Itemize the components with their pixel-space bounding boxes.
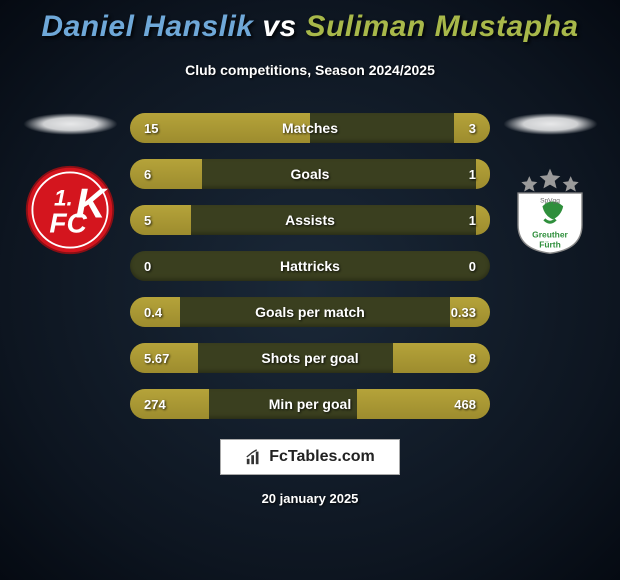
svg-text:K: K [76,181,109,227]
player1-club-logo: 1. FC K [23,163,117,257]
stat-label: Min per goal [130,396,490,412]
player2-silhouette [503,113,598,135]
stat-row: 00Hattricks [130,251,490,281]
main-content: 1. FC K 153Matches 61Goals 51Assists 00Hatt… [0,113,620,419]
brand-chart-icon [245,448,263,466]
stat-label: Hattricks [130,258,490,274]
player2-club-logo: Greuther Fürth SpVgg [503,163,597,257]
subtitle: Club competitions, Season 2024/2025 [0,62,620,78]
stat-row: 153Matches [130,113,490,143]
footer: FcTables.com 20 january 2025 [0,439,620,506]
stat-label: Shots per goal [130,350,490,366]
stat-label: Assists [130,212,490,228]
date-text: 20 january 2025 [262,491,359,506]
stat-label: Goals per match [130,304,490,320]
brand-box: FcTables.com [220,439,400,475]
brand-text: FcTables.com [269,448,375,466]
stat-bars: 153Matches 61Goals 51Assists 00Hattricks 0.4… [130,113,490,419]
comparison-title: Daniel Hanslik vs Suliman Mustapha [0,0,620,44]
player1-silhouette [23,113,118,135]
stat-label: Matches [130,120,490,136]
stat-row: 0.40.33Goals per match [130,297,490,327]
player2-column: Greuther Fürth SpVgg [500,113,600,257]
vs-text: vs [262,10,296,43]
stat-row: 61Goals [130,159,490,189]
stat-row: 274468Min per goal [130,389,490,419]
stat-row: 5.678Shots per goal [130,343,490,373]
svg-text:Greuther: Greuther [532,229,568,239]
stat-row: 51Assists [130,205,490,235]
player2-name: Suliman Mustapha [306,10,579,43]
svg-text:Fürth: Fürth [539,240,561,250]
stat-label: Goals [130,166,490,182]
player1-name: Daniel Hanslik [41,10,253,43]
player1-column: 1. FC K [20,113,120,257]
svg-text:SpVgg: SpVgg [540,197,560,204]
